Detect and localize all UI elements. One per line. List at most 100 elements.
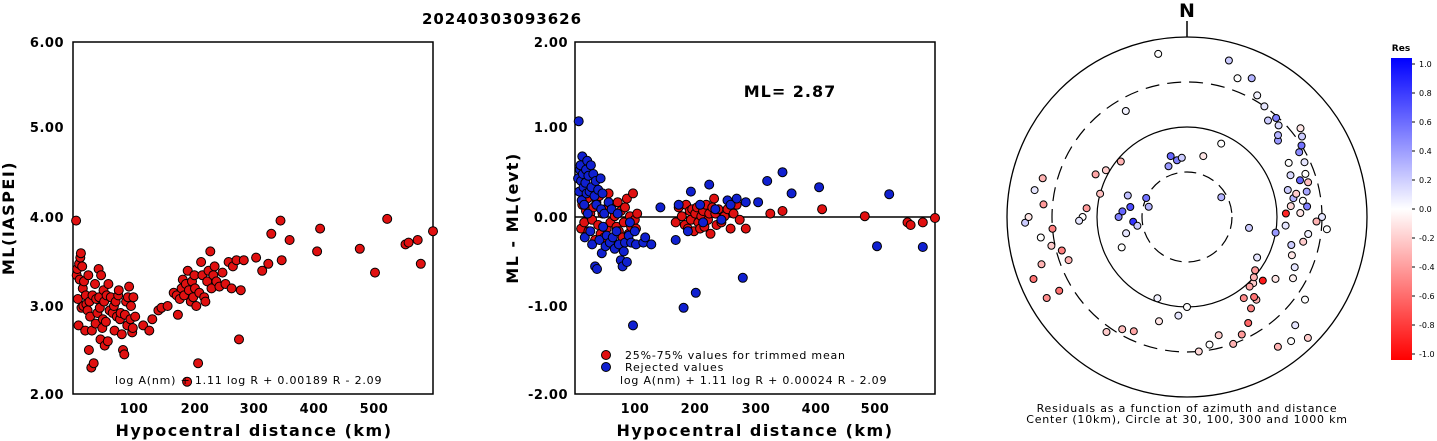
data-point — [182, 376, 193, 387]
station-point — [1274, 131, 1282, 140]
data-point — [670, 217, 681, 228]
data-point — [598, 221, 609, 232]
station-point — [1286, 171, 1295, 180]
data-point — [579, 199, 590, 210]
panel2-points — [573, 116, 940, 331]
range-circle-300km — [1051, 81, 1323, 353]
data-point — [917, 217, 928, 228]
station-point — [1253, 253, 1262, 262]
station-point — [1300, 158, 1309, 167]
station-point — [1247, 304, 1255, 313]
station-point — [1037, 260, 1046, 269]
data-point — [728, 208, 739, 219]
station-point — [1244, 319, 1253, 327]
station-point — [1291, 321, 1300, 330]
data-point — [628, 320, 638, 331]
data-point — [592, 264, 602, 274]
station-point — [1144, 202, 1153, 211]
station-point — [1048, 224, 1057, 233]
station-point — [1287, 251, 1296, 260]
data-point — [284, 235, 295, 245]
data-point — [75, 248, 86, 259]
data-point — [130, 311, 141, 322]
data-point — [354, 243, 365, 254]
data-point — [740, 197, 751, 208]
data-point — [817, 204, 828, 215]
data-point — [629, 226, 640, 237]
colorbar-tick-label: 0.6 — [1419, 118, 1432, 127]
data-point — [312, 246, 323, 257]
station-point — [1304, 230, 1313, 238]
station-point — [1057, 246, 1066, 255]
data-point — [710, 204, 721, 215]
data-point — [777, 206, 788, 216]
panel1-formula: log A(nm) + 1.11 log R + 0.00189 R - 2.0… — [115, 374, 382, 387]
panel1-xtick: 500 — [360, 402, 389, 417]
panel2-ytick: 2.00 — [534, 36, 568, 51]
station-point — [1096, 189, 1105, 198]
data-point — [734, 214, 745, 225]
station-point — [1055, 286, 1064, 295]
station-point — [1024, 213, 1033, 221]
data-point — [690, 287, 701, 298]
station-point — [1122, 229, 1131, 238]
data-point — [403, 237, 414, 248]
station-point — [1253, 91, 1262, 100]
colorbar-tick-label: -0.4 — [1419, 263, 1435, 272]
station-point — [1283, 186, 1292, 194]
data-point — [71, 215, 82, 226]
colorbar-tick-label: -0.8 — [1419, 321, 1435, 330]
station-point — [1289, 274, 1297, 283]
data-point — [582, 208, 593, 219]
station-point — [1123, 191, 1132, 200]
data-point — [585, 226, 596, 237]
station-point — [1217, 139, 1226, 148]
colorbar-tick-label: -0.2 — [1419, 234, 1435, 243]
station-point — [1290, 263, 1299, 272]
range-circle-100km — [1096, 126, 1278, 308]
data-point — [196, 257, 207, 267]
panel1-ytick: 6.00 — [30, 36, 64, 51]
station-point — [1298, 132, 1306, 141]
north-label: N — [1179, 0, 1195, 22]
data-point — [725, 223, 736, 234]
data-point — [709, 193, 720, 204]
data-point — [704, 179, 715, 190]
data-point — [412, 235, 423, 245]
data-point — [315, 223, 326, 234]
data-point — [77, 261, 88, 272]
data-point — [737, 272, 748, 283]
range-circle-30km — [1141, 171, 1233, 263]
station-point — [1245, 282, 1254, 291]
data-point — [238, 255, 249, 266]
station-point — [1322, 225, 1331, 234]
station-point — [1299, 237, 1308, 246]
station-point — [1298, 196, 1307, 205]
station-point — [1258, 276, 1267, 285]
data-point — [382, 213, 393, 224]
data-point — [716, 214, 727, 225]
station-point — [1272, 114, 1281, 122]
station-point — [1301, 295, 1309, 304]
data-point — [83, 345, 94, 355]
station-point — [1271, 228, 1280, 237]
station-point — [1273, 342, 1282, 351]
data-point — [200, 296, 211, 307]
station-point — [1296, 209, 1305, 217]
station-point — [1064, 256, 1073, 265]
station-point — [1287, 241, 1296, 249]
data-point — [113, 285, 124, 296]
data-point — [193, 358, 204, 369]
data-point — [103, 279, 114, 289]
data-point — [579, 232, 590, 243]
station-point — [1029, 275, 1038, 283]
station-point — [1142, 194, 1151, 202]
panel1-points — [71, 213, 438, 387]
data-point — [786, 188, 797, 199]
station-point — [1302, 187, 1311, 196]
data-point — [762, 176, 773, 186]
data-point — [172, 309, 183, 320]
station-point — [1177, 153, 1186, 162]
data-point — [673, 199, 684, 210]
